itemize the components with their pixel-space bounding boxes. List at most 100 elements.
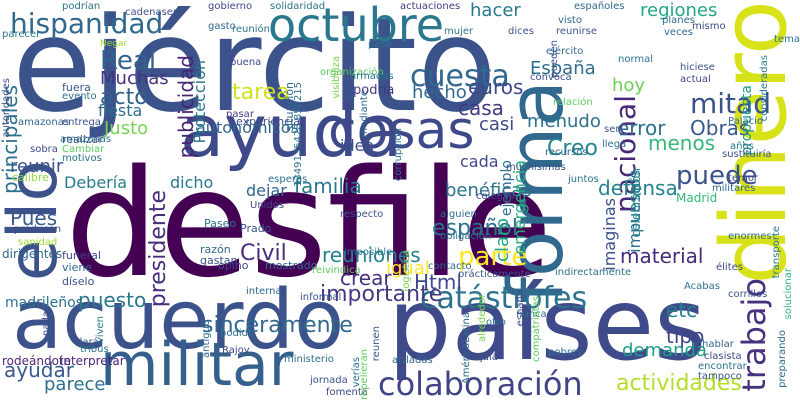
word-dices: dices (508, 26, 534, 37)
word-tema: tema (774, 34, 800, 45)
word-puesto: puesto (78, 288, 147, 312)
word-pasar: pasar (226, 109, 254, 120)
word-transporte: transporte (771, 226, 782, 279)
word-opino: opino (218, 259, 249, 272)
word-euros: euros (468, 75, 524, 99)
word-parece: parece (44, 374, 106, 395)
word-colaboracion: colaboración (378, 365, 583, 400)
word-ayuda: ayuda (180, 89, 403, 173)
word-compatriotas: compatriotas (531, 296, 542, 363)
word-esperas: esperas (268, 174, 308, 185)
word-americalatina: AméricaLatina (461, 312, 472, 385)
word-calibre: calibre (12, 171, 49, 184)
word-podria: podría (353, 83, 395, 98)
word-celebracion: celebración (629, 168, 643, 238)
word-ojala: ojalá (474, 352, 498, 363)
word-real: Real (100, 46, 157, 76)
word-hiciese: hiciese (680, 62, 715, 73)
word-casa: casa (458, 96, 504, 120)
word-unidos: Unidos (250, 200, 285, 211)
word-entrega: entrega (62, 117, 101, 128)
word-colegas: colegas (476, 191, 515, 202)
word-pueden: pueden (549, 40, 560, 78)
word-mitad: mitad (690, 87, 771, 120)
word-militares: militares (712, 183, 756, 194)
word-autoridades: autoridades (1, 78, 12, 138)
word-interpretar: interpretar (60, 354, 125, 368)
word-temor: temor (728, 173, 759, 184)
word-familia: familia (294, 174, 362, 198)
word-actuaciones: actuaciones (400, 1, 461, 12)
word-fomenta: fomenta (326, 387, 368, 398)
word-realizar: realizar (62, 133, 103, 146)
word-cada: cada (460, 152, 499, 171)
word-paises: países (388, 266, 707, 383)
word-visto: visto (558, 15, 582, 26)
word-corrillos: corrillos (728, 289, 768, 300)
word-tipo: tipo (666, 324, 705, 348)
word-obras: Obras (690, 116, 750, 140)
word-gobierno: gobierno (208, 1, 253, 12)
word-antiguo: antiguo (201, 320, 212, 358)
word-organizacion: organización (320, 67, 384, 78)
word-gastan: gastan (200, 254, 238, 267)
word-experiencia: experiencia (236, 115, 300, 128)
word-casi: casi (479, 114, 515, 135)
word-sobra: sobra (30, 144, 58, 155)
word-dicho: dicho (170, 173, 214, 192)
word-madrid: Madrid (676, 191, 718, 205)
word-importante: importante (320, 282, 443, 307)
word-imposible: imposible (344, 247, 393, 258)
word-paseo: Paseo (204, 217, 237, 230)
word-hispanidad: hispanidad (10, 7, 164, 40)
word-hablar: hablar (702, 339, 734, 350)
word-hoy: hoy (612, 75, 646, 96)
word-ser: ser (604, 124, 620, 135)
word-otro: otro (486, 317, 507, 328)
word-consideradas: consideradas (759, 55, 770, 122)
word-fuera: fuera (62, 81, 91, 94)
word-presidente: presidente (146, 190, 171, 308)
word-nada: nada (41, 311, 52, 336)
word-menos: menos (648, 131, 716, 155)
word-demanda: demanda (622, 340, 707, 361)
word-menudo: menudo (527, 111, 601, 132)
word-beneficas: benéficas (445, 180, 532, 201)
word-razon: razón (200, 243, 231, 256)
word-reunir: reunir (10, 156, 64, 177)
word-creo: Creo (547, 136, 598, 161)
word-espanol: español (432, 216, 518, 241)
word-actual: actual (680, 74, 711, 85)
word-tribus: tribus (80, 344, 109, 355)
word-mediante: mediante (359, 90, 370, 138)
word-prado: Prado (240, 222, 272, 235)
word-dejar: dejar (246, 181, 287, 200)
word-indirectamente: indirectamente (555, 267, 632, 278)
word-parecer: parecer (2, 29, 41, 40)
word-reunirse: reunirse (556, 26, 597, 37)
word-negar: Negar (100, 39, 128, 49)
word-ejercito: ejército (546, 46, 584, 57)
word-respecto: respecto (340, 209, 384, 220)
word-mostrado: mostrado (265, 259, 318, 272)
word-palacio: Palacio (728, 116, 764, 127)
word-etc: etc (666, 298, 698, 322)
word-muchas: Muchas (100, 68, 169, 89)
word-preparando: preparando (777, 330, 788, 388)
word-enormes: enormes (728, 231, 772, 242)
word-jornada: jornada (310, 375, 348, 386)
word-acabas: Acabas (684, 281, 720, 292)
word-solidaridad: solidaridad (270, 1, 326, 12)
word-armadas: armadas (350, 71, 394, 82)
word-planes: planes (662, 15, 695, 26)
word-crear: crear (340, 266, 392, 290)
word-imaginas: imaginas (600, 198, 619, 271)
word-espana: España (530, 58, 596, 79)
word-error: error (617, 116, 666, 140)
word-viven: viven (95, 316, 106, 344)
word-viene: viene (62, 261, 93, 274)
word-tampoco: tampoco (698, 371, 742, 382)
word-corrupcion: corrupción (393, 128, 404, 182)
word-octubre: octubre (268, 0, 445, 52)
word-encontrar: encontrar (698, 361, 747, 372)
